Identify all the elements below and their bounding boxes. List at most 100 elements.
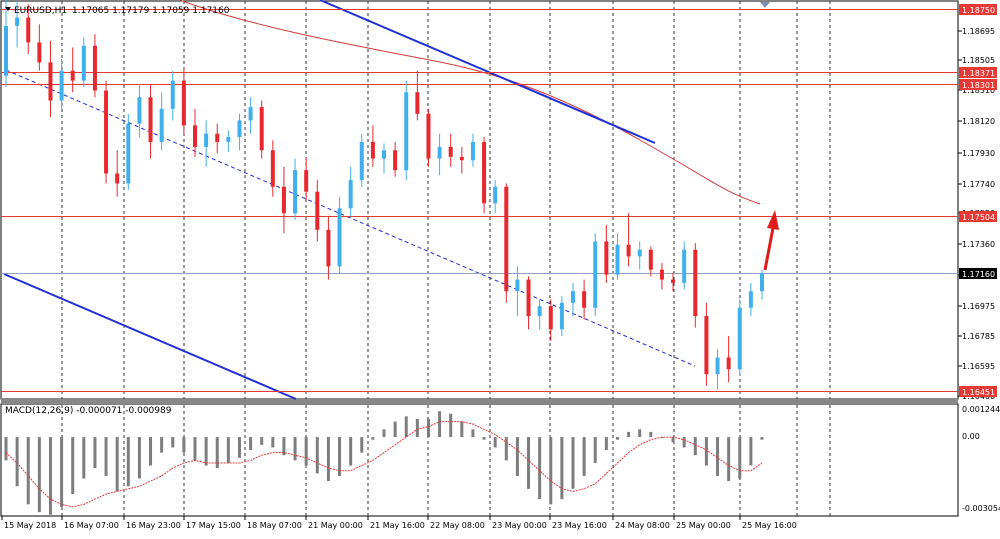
forecast-arrow[interactable] [763, 210, 779, 271]
candle-body [304, 170, 309, 192]
forecast-arrow-head-icon[interactable] [767, 210, 779, 230]
candle-body [571, 291, 575, 303]
candle-body [593, 241, 598, 308]
macd-histogram-bar [4, 437, 8, 461]
trendlines[interactable] [3, 0, 696, 400]
macd-histogram-bar [582, 437, 586, 476]
macd-histogram-bar [482, 437, 486, 440]
price-tick-label: 1.18310 [962, 86, 995, 95]
candle-body [104, 90, 109, 174]
time-tick-label: 22 May 08:00 [430, 521, 485, 530]
macd-histogram-bar [48, 437, 52, 515]
candle-body [637, 249, 642, 257]
candle-body [748, 291, 753, 308]
price-tick-label: 1.17740 [962, 180, 995, 189]
candle-body [26, 17, 31, 43]
macd-histogram-bar [338, 437, 342, 476]
macd-histogram-bar [215, 437, 219, 469]
time-tick-label: 16 May 23:00 [126, 521, 181, 530]
macd-histogram-bar [415, 418, 419, 438]
candle-body [437, 146, 442, 159]
time-tick-label: 21 May 16:00 [370, 521, 425, 530]
macd-histogram-bar [460, 421, 464, 438]
candle-body [37, 42, 42, 63]
macd-histogram-bar [738, 437, 742, 479]
macd-histogram-bar [304, 437, 308, 466]
candle-body [204, 133, 209, 147]
macd-histogram-bar [749, 437, 753, 466]
candle-body [370, 141, 375, 159]
price-tick-label: 1.16785 [962, 332, 995, 341]
current-price-badge [959, 268, 997, 279]
candle-body [92, 45, 97, 91]
level-price-badge-label: 1.16451 [962, 388, 995, 397]
macd-histogram-bar [449, 413, 453, 438]
macd-histogram-bar [716, 437, 720, 476]
candle-body [404, 92, 409, 171]
macd-histogram-bar [82, 437, 86, 479]
level-price-badge-label: 1.18301 [962, 81, 995, 90]
candle-body [582, 291, 587, 308]
macd-histogram-bar [226, 437, 230, 463]
candle-body [170, 80, 175, 109]
macd-tick-label: -0.003054 [962, 504, 1000, 513]
macd-histogram-bar [326, 437, 330, 482]
candle-body [537, 306, 542, 317]
candle-body [704, 316, 709, 375]
channel-upper-line[interactable] [319, 0, 656, 144]
macd-histogram-bar [271, 437, 275, 448]
macd-histogram-bar [237, 437, 241, 458]
indicator-frame [0, 403, 959, 517]
macd-histogram-bar [627, 431, 631, 438]
candle-body [248, 107, 253, 121]
macd-histogram-bar [360, 437, 364, 453]
macd-histogram-bar [671, 437, 675, 443]
time-tick-label: 17 May 15:00 [186, 521, 241, 530]
macd-histogram-bar [371, 437, 375, 440]
price-tick-label: 1.17930 [962, 149, 995, 158]
time-tick-label: 23 May 00:00 [492, 521, 547, 530]
candle-body [315, 191, 320, 230]
candle-body [270, 150, 275, 187]
candle-body [70, 70, 75, 81]
current-price-badge-label: 1.17160 [962, 270, 995, 279]
price-tick-label: 1.16975 [962, 302, 995, 311]
macd-histogram-bar [471, 429, 475, 438]
time-tick-label: 18 May 07:00 [247, 521, 302, 530]
level-price-badge [959, 4, 997, 15]
candle-body [726, 357, 731, 370]
channel-lower-line[interactable] [3, 273, 297, 400]
candlesticks [4, 0, 764, 390]
candle-body [459, 156, 464, 161]
level-price-badge [959, 79, 997, 90]
macd-histogram-bar [382, 429, 386, 438]
scroll-marker-icon[interactable] [760, 2, 770, 8]
macd-histogram-bar [160, 437, 164, 453]
candle-body [393, 150, 398, 171]
level-price-badge [959, 67, 997, 78]
candle-body [81, 45, 86, 81]
candle-body [659, 269, 664, 280]
forecast-arrow-shaft[interactable] [763, 227, 775, 271]
macd-histogram-bar [571, 437, 575, 489]
candle-body [448, 146, 453, 157]
price-tick-label: 1.16595 [962, 362, 995, 371]
candle-body [115, 173, 120, 184]
horizontal-levels[interactable] [1, 9, 958, 392]
chart-menu-triangle-icon[interactable] [5, 7, 11, 11]
macd-histogram-bar [760, 437, 764, 440]
candle-body [526, 279, 531, 317]
channel-mid-dashed-line[interactable] [5, 69, 696, 367]
candle-body [281, 186, 286, 214]
macd-histogram-bar [182, 437, 186, 453]
pane-separator[interactable] [1, 398, 958, 404]
time-tick-label: 16 May 07:00 [64, 521, 119, 530]
candle-body [181, 80, 186, 126]
time-tick-label: 15 May 2018 [4, 521, 56, 530]
level-price-badge [959, 211, 997, 222]
price-tick-label: 1.17360 [962, 240, 995, 249]
macd-histogram-bar [693, 437, 697, 456]
macd-histogram-bar [93, 437, 97, 469]
